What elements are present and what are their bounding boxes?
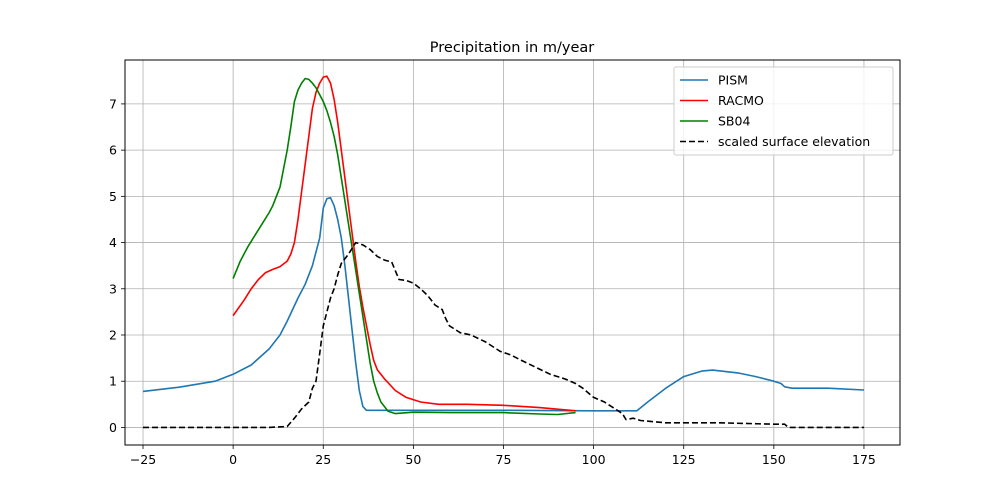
series-line-pism [142, 196, 865, 412]
legend-box [673, 66, 894, 156]
x-tick-label: 100 [582, 452, 606, 467]
legend-label: PISM [718, 73, 748, 88]
x-tick-label: 175 [852, 452, 876, 467]
legend-label: scaled surface elevation [718, 134, 870, 149]
series-line-sb04 [232, 77, 576, 416]
legend-label: RACMO [718, 93, 764, 108]
plot-frame [124, 59, 901, 446]
series-layer [142, 75, 865, 429]
x-tick-label: −25 [130, 452, 156, 467]
x-axis-ticks: −25 0 25 50 75 100 125 150 175 [130, 445, 876, 467]
y-tick-label: 6 [109, 143, 117, 158]
y-tick-label: 1 [109, 374, 117, 389]
y-axis-ticks: 0 1 2 3 4 5 6 7 [109, 96, 125, 435]
x-tick-label: 75 [496, 452, 512, 467]
series-line-scaled-surface-elevation [143, 241, 864, 429]
y-tick-label: 0 [109, 420, 117, 435]
chart-title: Precipitation in m/year [430, 40, 594, 56]
x-tick-label: 50 [405, 452, 421, 467]
y-tick-label: 2 [109, 328, 117, 343]
x-tick-label: 0 [229, 452, 237, 467]
legend-label: SB04 [718, 114, 750, 129]
y-tick-label: 4 [109, 235, 117, 250]
y-tick-label: 7 [109, 96, 117, 111]
legend: PISM RACMO SB04 scaled surface elevation [673, 66, 894, 156]
x-tick-label: 25 [315, 452, 331, 467]
series-line-racmo [232, 75, 576, 412]
y-tick-label: 3 [109, 281, 117, 296]
x-tick-label: 150 [762, 452, 786, 467]
x-tick-label: 125 [672, 452, 696, 467]
y-tick-label: 5 [109, 189, 117, 204]
